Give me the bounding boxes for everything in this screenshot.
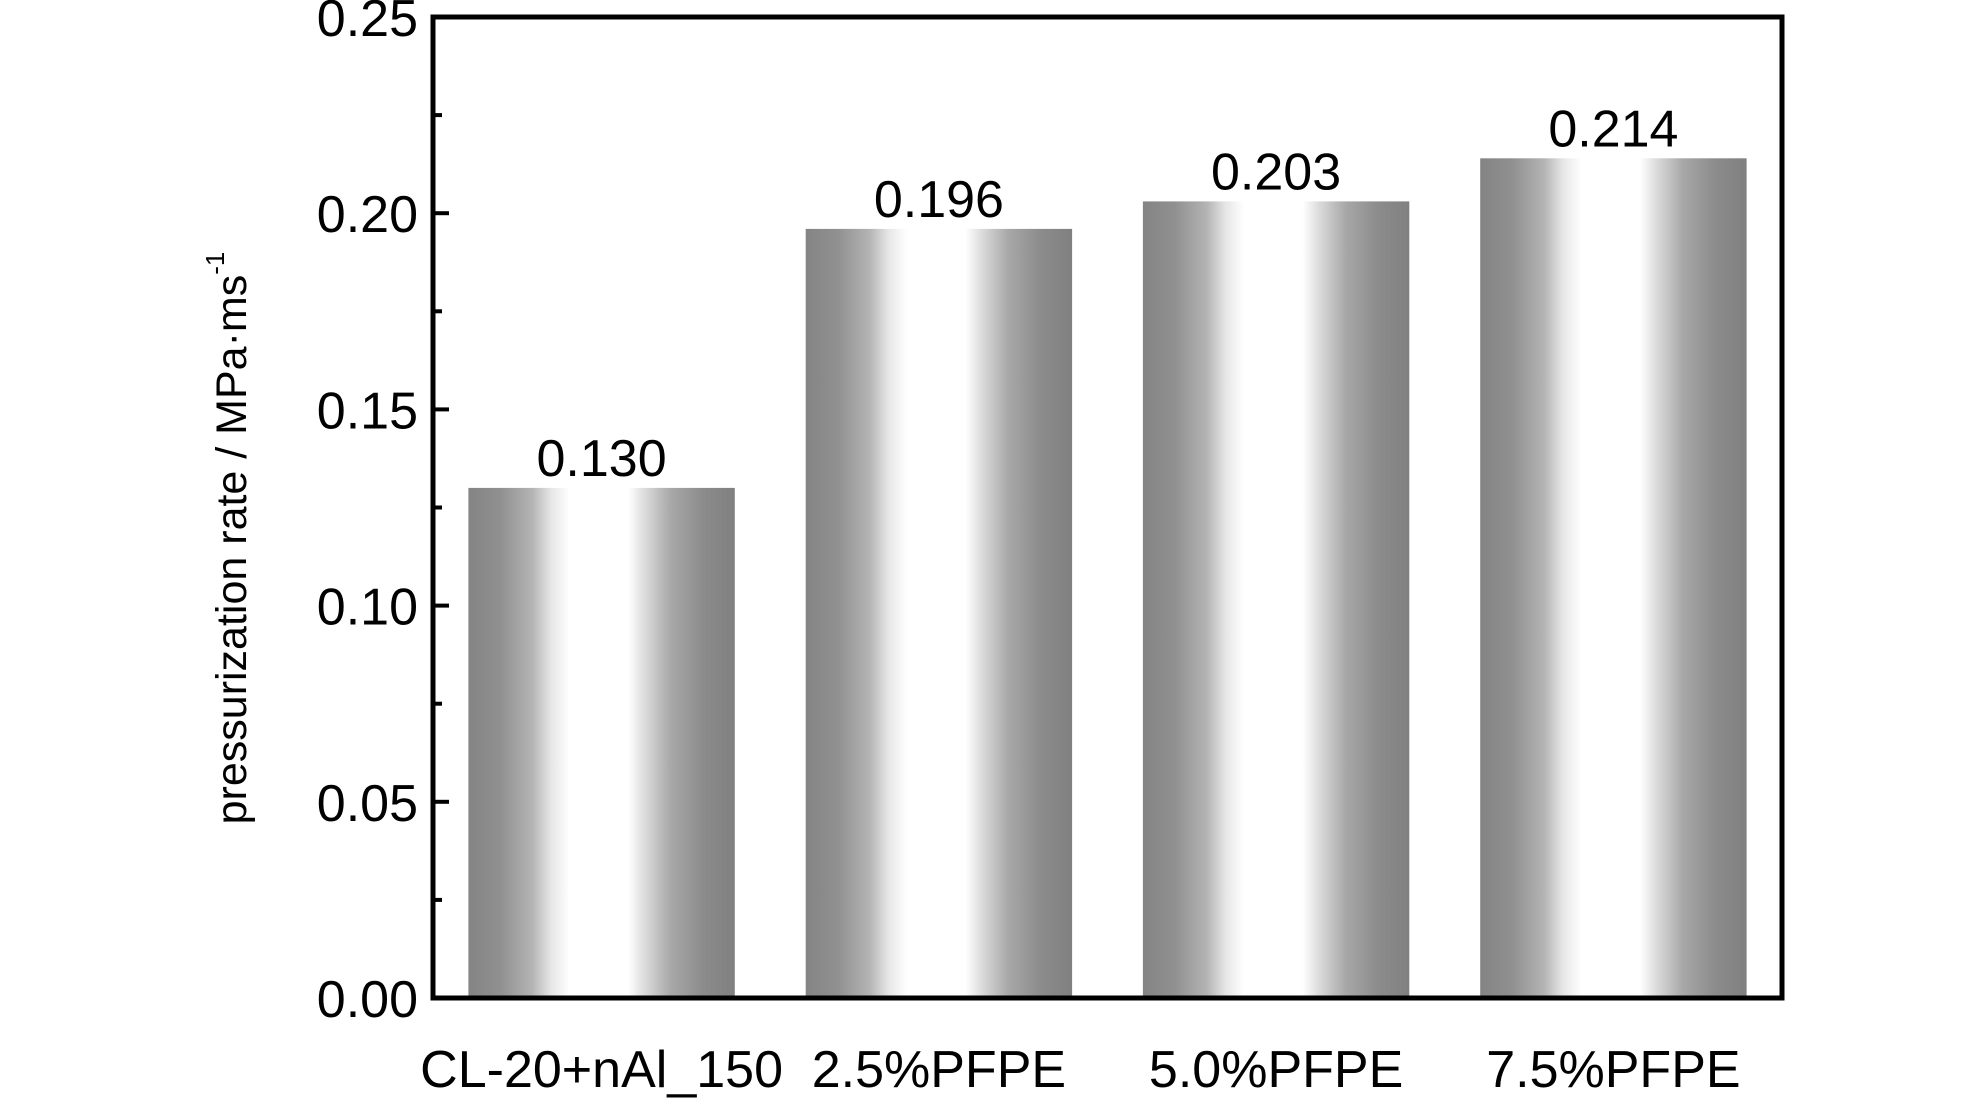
x-axis-labels: CL-20+nAl_150 2.5%PFPE 5.0%PFPE 7.5%PFPE — [420, 1041, 1740, 1099]
y-tick-label: 0.15 — [317, 382, 418, 440]
y-tick-label: 0.25 — [317, 0, 418, 48]
y-axis-ticks: 0.00 0.05 0.10 0.15 0.20 0.25 — [317, 0, 449, 1029]
bar — [1142, 201, 1410, 998]
x-tick-label: 5.0%PFPE — [1149, 1041, 1403, 1099]
bar-value-label: 0.130 — [537, 430, 667, 488]
bars — [468, 158, 1747, 999]
bar-value-label: 0.203 — [1211, 143, 1341, 201]
y-axis-title-text: pressurization rate / MPa·ms — [208, 275, 256, 825]
x-tick-label: 7.5%PFPE — [1486, 1041, 1740, 1099]
y-tick-label: 0.05 — [317, 775, 418, 833]
bar — [805, 228, 1073, 998]
bar-value-label: 0.196 — [874, 171, 1004, 229]
value-labels: 0.130 0.196 0.203 0.214 — [537, 100, 1679, 488]
y-axis-title-superscript: -1 — [200, 252, 230, 275]
bar-value-label: 0.214 — [1548, 100, 1678, 158]
y-axis-title: pressurization rate / MPa·ms-1 — [200, 252, 256, 825]
x-tick-label: CL-20+nAl_150 — [420, 1041, 783, 1099]
y-tick-label: 0.10 — [317, 579, 418, 637]
bar — [1480, 158, 1747, 999]
y-tick-label: 0.00 — [317, 971, 418, 1029]
bar — [468, 487, 735, 998]
y-tick-label: 0.20 — [317, 186, 418, 244]
x-tick-label: 2.5%PFPE — [812, 1041, 1066, 1099]
